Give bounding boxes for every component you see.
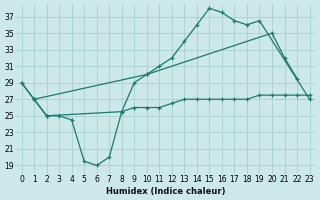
X-axis label: Humidex (Indice chaleur): Humidex (Indice chaleur) xyxy=(106,187,225,196)
